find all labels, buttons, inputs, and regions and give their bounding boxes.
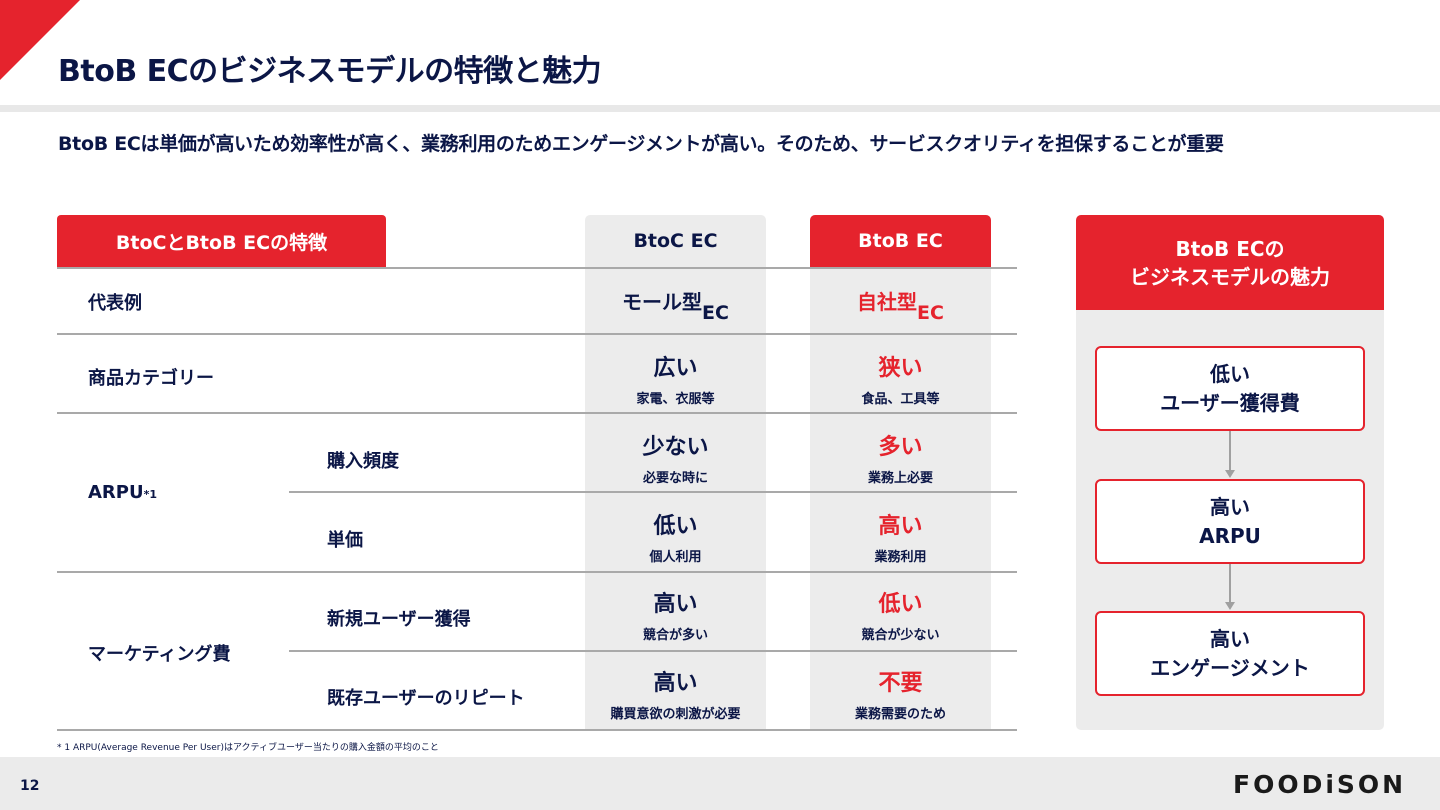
arrow-head: [1225, 602, 1235, 610]
btob-cell: 高い 業務利用: [874, 514, 927, 565]
btoc-cell: モール型EC: [622, 290, 729, 324]
summary-text: BtoB ECは単価が高いため効率性が高く、業務利用のためエンゲージメントが高い…: [58, 133, 1224, 155]
btoc-cell: 高い 購買意欲の刺激が必要: [610, 671, 741, 722]
arpu-note: *1: [143, 488, 158, 501]
btoc-cell: 高い 競合が多い: [642, 592, 708, 643]
row-divider: [57, 729, 1017, 731]
row-divider: [57, 412, 1017, 414]
row-label-marketing: マーケティング費: [88, 644, 231, 665]
row-label-category: 商品カテゴリー: [88, 368, 214, 389]
header-divider: [0, 105, 1440, 112]
appeal-box: 高い エンゲージメント: [1095, 611, 1365, 696]
row-divider: [289, 491, 1017, 493]
sub-label: 既存ユーザーのリピート: [327, 688, 525, 709]
arrow-down-icon: [1229, 564, 1231, 603]
btoc-cell: 少ない 必要な時に: [642, 435, 709, 486]
sub-label: 新規ユーザー獲得: [327, 609, 471, 630]
arpu-text: ARPU: [88, 482, 144, 503]
btob-cell: 自社型EC: [857, 290, 944, 324]
appeal-box: 低い ユーザー獲得費: [1095, 346, 1365, 431]
row-divider: [57, 571, 1017, 573]
page-title: BtoB ECのビジネスモデルの特徴と魅力: [58, 54, 602, 89]
appeal-panel-header: BtoB ECの ビジネスモデルの魅力: [1076, 215, 1384, 310]
sub-label: 購入頻度: [327, 451, 399, 472]
btob-cell: 不要 業務需要のため: [854, 671, 946, 722]
btoc-cell: 広い 家電、衣服等: [636, 356, 715, 407]
page-number: 12: [20, 778, 40, 794]
btoc-column-bg: [585, 215, 766, 730]
btoc-header: BtoC EC: [633, 230, 718, 252]
btob-cell: 狭い 食品、工具等: [861, 356, 940, 407]
btoc-cell: 低い 個人利用: [649, 514, 702, 565]
btob-header: BtoB EC: [810, 215, 991, 267]
row-divider: [57, 267, 1017, 269]
row-divider: [57, 333, 1017, 335]
arrow-down-icon: [1229, 431, 1231, 471]
foodison-logo: FOODiSON: [1233, 770, 1407, 799]
sub-label: 単価: [327, 530, 363, 551]
footnote: * 1 ARPU(Average Revenue Per User)はアクティブ…: [57, 743, 439, 753]
appeal-box: 高い ARPU: [1095, 479, 1365, 564]
corner-accent: [0, 0, 80, 80]
btob-cell: 多い 業務上必要: [867, 435, 933, 486]
row-label-arpu: ARPU*1: [88, 482, 157, 503]
row-label-example: 代表例: [88, 293, 142, 314]
footer-bar: [0, 757, 1440, 810]
btob-cell: 低い 競合が少ない: [861, 592, 940, 643]
table-tab: BtoCとBtoB ECの特徴: [57, 215, 386, 267]
btob-column-bg: [810, 215, 991, 730]
arrow-head: [1225, 470, 1235, 478]
row-divider: [289, 650, 1017, 652]
